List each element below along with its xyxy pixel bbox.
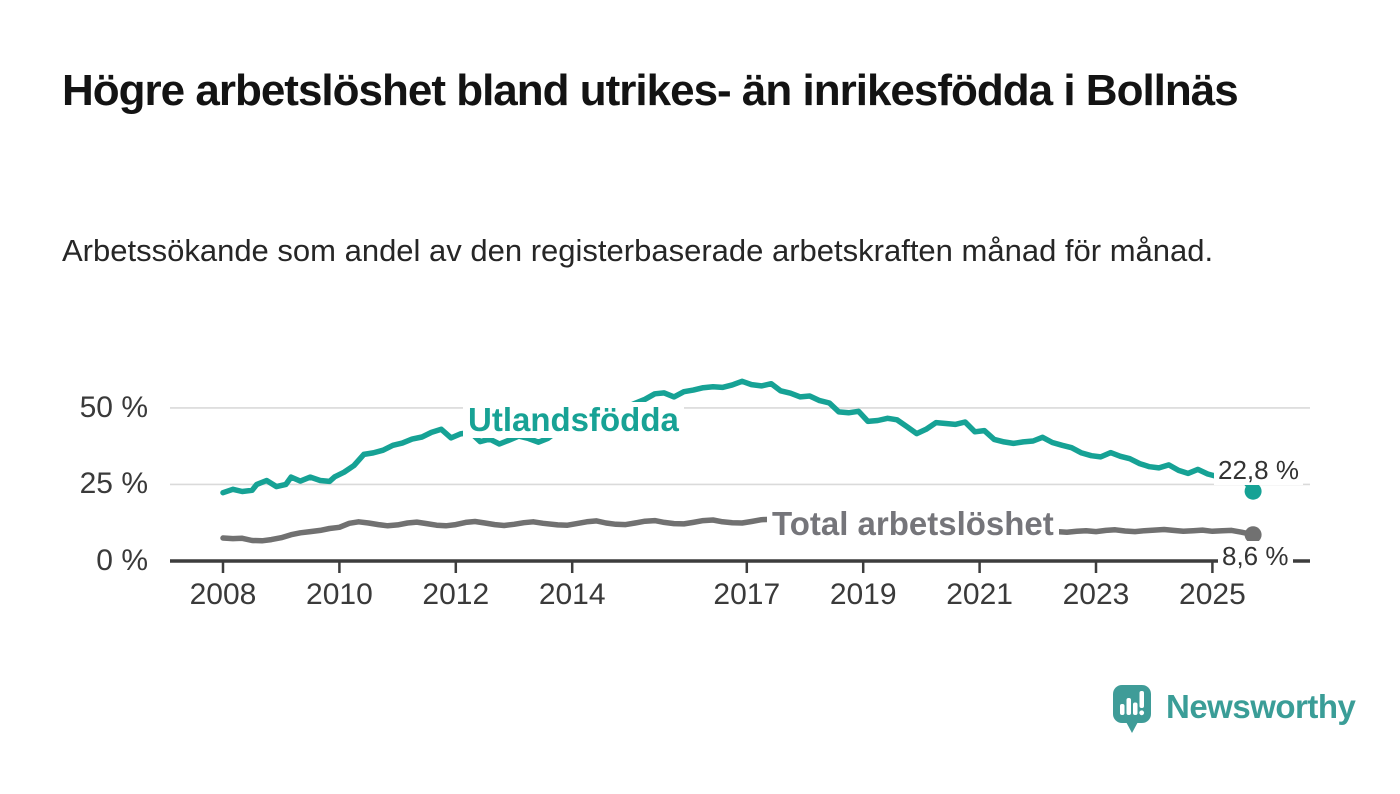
x-tick-label: 2010 — [306, 578, 373, 611]
end-value-label-utlandsfodda: 22,8 % — [1214, 455, 1303, 485]
chart-subtitle: Arbetssökande som andel av den registerb… — [62, 233, 1214, 268]
x-tick-label: 2017 — [713, 578, 781, 611]
x-tick-label: 2012 — [422, 578, 490, 611]
x-tick-label: 2023 — [1062, 578, 1130, 611]
speech-bubble-bar-chart-icon — [1113, 685, 1151, 733]
x-tick-label: 2019 — [829, 578, 897, 611]
x-tick-label: 2014 — [538, 578, 606, 611]
x-tick-label: 2021 — [946, 578, 1013, 611]
series-label-utlandsfodda: Utlandsfödda — [463, 402, 684, 438]
y-tick-label: 25 % — [79, 467, 148, 501]
chart-title: Högre arbetslöshet bland utrikes- än inr… — [62, 66, 1239, 115]
y-tick-label: 0 % — [96, 544, 148, 577]
series-label-total-arbetsloshet: Total arbetslöshet — [767, 506, 1059, 542]
end-value-label-total: 8,6 % — [1218, 541, 1293, 571]
brand-name: Newsworthy — [1166, 688, 1356, 725]
x-tick-label: 2008 — [189, 578, 257, 611]
y-tick-label: 50 % — [79, 390, 148, 424]
newsworthy-logo: Newsworthy — [1112, 684, 1356, 734]
x-tick-label: 2025 — [1179, 578, 1246, 611]
